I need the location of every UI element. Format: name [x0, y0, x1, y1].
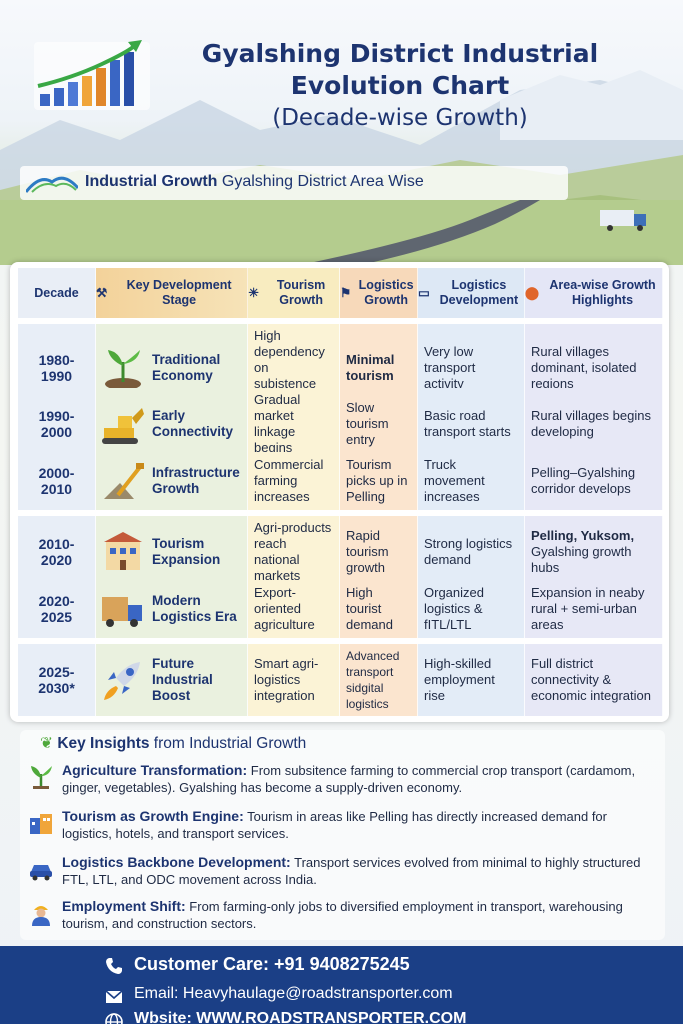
col-header-area: ⬤ Area-wise Growth Highlights: [525, 268, 663, 318]
phone-icon: [106, 958, 122, 974]
construction-icon: [104, 463, 144, 499]
stage-cell: Infrastructure Growth: [96, 452, 248, 510]
logistics-growth-cell: Advanced transport sidgital logistics: [340, 644, 418, 716]
area-cell: Expansion in neaby rural + semi-urban ar…: [525, 580, 663, 638]
city-buildings-icon: [30, 814, 52, 834]
subtitle-text: Industrial Growth Gyalshing District Are…: [85, 173, 424, 191]
website-text: Wbsite: WWW.ROADSTRANSPORTER.COM: [134, 1010, 467, 1024]
area-cell: Pelling, Yuksom, Gyalshing growth hubs: [525, 516, 663, 588]
area-cell: Rural villages begins developing: [525, 388, 663, 460]
insight-item: Employment Shift: From farming-only jobs…: [28, 898, 660, 932]
table-row: 2020- 2025 Modern Logistics Era Export-o…: [18, 580, 663, 638]
area-cell: Pelling–Gyalshing corridor develops: [525, 452, 663, 510]
table-header: Decade ⚒ Key Development Stage ☀ Tourism G…: [18, 268, 663, 318]
header-banner: Gyalshing District Industrial Evolution …: [0, 0, 683, 265]
tourism-cell: Gradual market linkage begins: [248, 388, 340, 460]
insight-item: Logistics Backbone Development: Transpor…: [28, 854, 660, 888]
decade-cell: 2000- 2010: [18, 452, 96, 510]
logistics-growth-cell: High tourist demand: [340, 580, 418, 638]
sun-icon: ☀: [248, 285, 260, 300]
car-icon: [30, 865, 52, 881]
tourism-cell: Agri-products reach national markets: [248, 516, 340, 588]
cargo-truck-icon: [102, 597, 142, 627]
tourism-cell: Export-oriented agriculture: [248, 580, 340, 638]
col-header-decade: Decade: [18, 268, 96, 318]
logistics-dev-cell: Organized logistics & fITL/LTL: [418, 580, 525, 638]
logistics-dev-cell: Strong logistics demand: [418, 516, 525, 588]
subtitle-bold: Industrial Growth: [85, 173, 218, 190]
bar-chart-icon: [34, 40, 150, 110]
tourism-cell: Smart agri-logistics integration: [248, 644, 340, 716]
insight-item: Agriculture Transformation: From subsite…: [28, 762, 660, 796]
flag-icon: ⚑: [340, 285, 352, 300]
truck-icon: ▭: [418, 285, 430, 300]
table-row: 1990- 2000 Early Connectivity Gradual ma…: [18, 388, 663, 460]
stage-cell: Future Industrial Boost: [96, 644, 248, 716]
pickaxe-icon: ⚒: [96, 285, 108, 300]
logistics-dev-cell: Truck movement increases: [418, 452, 525, 510]
customer-care-text: Customer Care: +91 9408275245: [134, 954, 410, 974]
globe-icon: [105, 1013, 123, 1024]
stage-cell: Modern Logistics Era: [96, 580, 248, 638]
logistics-growth-cell: Tourism picks up in Pelling: [340, 452, 418, 510]
contact-footer: Customer Care: +91 9408275245 Email: Hea…: [0, 946, 683, 1024]
table-row: 2010- 2020 Tourism Expansion Agri-produc…: [18, 516, 663, 588]
col-header-logistics-growth: ⚑ Logistics Growth: [340, 268, 418, 318]
title-line-2: Evolution Chart: [290, 71, 510, 100]
subtitle-banner: Industrial Growth Gyalshing District Are…: [20, 166, 568, 200]
col-header-stage: ⚒ Key Development Stage: [96, 268, 248, 318]
table-row: 2025- 2030* Future Industrial Boost Smar…: [18, 644, 663, 716]
decade-cell: 2020- 2025: [18, 580, 96, 638]
location-pin-icon: ⬤: [525, 285, 539, 300]
plant-icon: [31, 766, 52, 789]
road-illustration: [0, 200, 683, 265]
hill-icon: [26, 176, 78, 193]
growth-table: Decade ⚒ Key Development Stage ☀ Tourism G…: [10, 262, 669, 722]
logistics-growth-cell: Slow tourism entry: [340, 388, 418, 460]
insights-title: ❦ Key Insights from Industrial Growth: [40, 735, 307, 752]
area-cell: Full district connectivity & economic in…: [525, 644, 663, 716]
insight-item: Tourism as Growth Engine: Tourism in are…: [28, 808, 660, 842]
worker-icon: [32, 906, 50, 926]
sprout-icon: [105, 350, 141, 390]
col-header-tourism: ☀ Tourism Growth: [248, 268, 340, 318]
table-row: 1980- 1990 Traditional Economy High depe…: [18, 324, 663, 412]
email-text: Email: Heavyhaulage@roadstransporter.com: [134, 985, 453, 1002]
page-title: Gyalshing District Industrial Evolution …: [150, 38, 650, 134]
logistics-dev-cell: High-skilled employment rise: [418, 644, 525, 716]
logistics-growth-cell: Rapid tourism growth: [340, 516, 418, 588]
stage-cell: Tourism Expansion: [96, 516, 248, 588]
title-line-3: (Decade-wise Growth): [272, 105, 528, 131]
decade-cell: 2010- 2020: [18, 516, 96, 588]
excavator-icon: [102, 408, 144, 444]
mail-icon: [105, 990, 123, 1003]
stage-cell: Early Connectivity: [96, 388, 248, 460]
logistics-dev-cell: Basic road transport starts: [418, 388, 525, 460]
decade-cell: 1990- 2000: [18, 388, 96, 460]
hotel-building-icon: [104, 532, 142, 570]
decade-cell: 2025- 2030*: [18, 644, 96, 716]
title-line-1: Gyalshing District Industrial: [201, 39, 599, 68]
table-row: 2000- 2010 Infrastructure Growth Commerc…: [18, 452, 663, 510]
rocket-icon: [104, 662, 140, 700]
tourism-cell: Commercial farming increases: [248, 452, 340, 510]
leaf-icon: ❦: [40, 735, 53, 752]
key-insights-panel: ❦ Key Insights from Industrial Growth Ag…: [20, 730, 665, 940]
col-header-logistics-dev: ▭ Logistics Development: [418, 268, 525, 318]
subtitle-rest: Gyalshing District Area Wise: [221, 173, 424, 190]
